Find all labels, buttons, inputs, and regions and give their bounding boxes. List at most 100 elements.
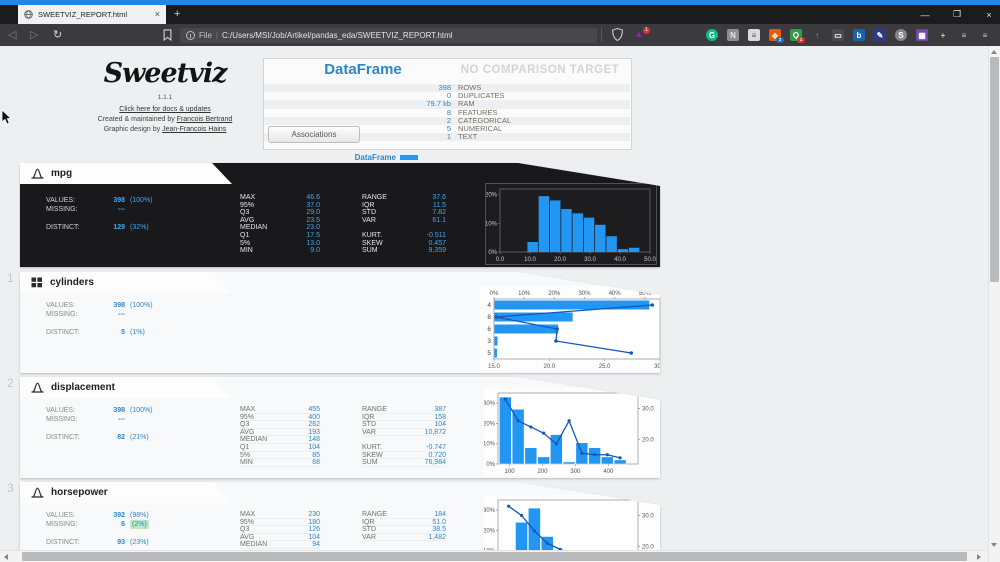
nav-back-button[interactable]: ◁ (8, 29, 17, 41)
scroll-left-arrow[interactable] (4, 553, 8, 560)
stat-value: 23.5 (306, 216, 320, 224)
detail-row (46, 319, 186, 328)
extension-document-icon[interactable]: ≡ (748, 29, 760, 41)
bookmark-icon[interactable] (163, 29, 172, 41)
horizontal-scrollbar-thumb[interactable] (22, 552, 967, 561)
browser-tab-active[interactable]: SWEETVIZ_REPORT.html × (18, 5, 166, 24)
scroll-up-arrow[interactable] (991, 50, 997, 54)
detail-label: DISTINCT: (46, 434, 80, 441)
stat-value: 7.82 (432, 209, 446, 217)
stat-row: 5% 13.0 (240, 240, 320, 248)
feature-title: mpg (51, 168, 73, 179)
stat-row: 95% 400 (240, 414, 320, 422)
svg-text:30%: 30% (579, 291, 592, 297)
stat-value: 61.1 (432, 216, 446, 224)
window-maximize-button[interactable]: ❐ (952, 9, 962, 19)
legend-bar-swatch (400, 154, 418, 160)
extension-grammarly-icon[interactable]: G (706, 29, 718, 41)
stat-value: 37.6 (432, 194, 446, 201)
stat-label: 5% (240, 451, 251, 459)
stat-row: STD 104 (362, 421, 446, 429)
stats-column-1: MAX 230 95% 180 Q3 126 AVG 104 MEDIAN 94 (240, 511, 320, 549)
stat-value: 193 (308, 428, 320, 436)
extension-purple-grid-icon[interactable]: ▦ (916, 29, 928, 41)
window-minimize-button[interactable]: — (920, 9, 930, 20)
feature-index-3: 3 (7, 481, 14, 495)
vpn-badge: 1 (643, 27, 650, 34)
address-bar[interactable]: File | C:/Users/MSI/Job/Artikel/pandas_e… (180, 28, 597, 43)
toolbar-list-icon[interactable]: ≡ (958, 29, 970, 41)
stat-row: SUM 76,984 (362, 459, 446, 467)
author-link[interactable]: Francois Bertrand (176, 116, 233, 123)
tracking-shield-icon[interactable] (612, 28, 623, 41)
stat-value: 0.720 (428, 451, 446, 459)
feature-card-mpg: mpg VALUES: 398 (100%) MISSING: --- DISTINCT:… (20, 163, 660, 267)
stat-value: 455 (308, 406, 320, 413)
extension-gray-icon[interactable]: N (727, 29, 739, 41)
stat-row: RANGE 387 (362, 406, 446, 414)
stat-row: RANGE 37.6 (362, 194, 446, 202)
stat-label: MAX (240, 194, 256, 201)
stat-label: MAX (240, 511, 256, 518)
stat-value: 400 (308, 413, 320, 421)
stat-label: Q3 (240, 209, 250, 217)
stat-label: MEDIAN (240, 436, 268, 444)
stat-row: 95% 180 (240, 519, 320, 527)
stat-row: MEDIAN 148 (240, 436, 320, 444)
vertical-scrollbar-thumb[interactable] (989, 57, 999, 282)
stat-row: SKEW 0.720 (362, 452, 446, 460)
detail-row: VALUES: 392 (98%) (46, 511, 186, 520)
detail-label: VALUES: (46, 407, 76, 414)
detail-percent: (21%) (130, 434, 149, 441)
svg-text:25.0: 25.0 (599, 364, 611, 370)
detail-label: MISSING: (46, 416, 78, 423)
page-info-icon[interactable] (186, 31, 195, 40)
extension-arrow-up-icon[interactable]: ↑ (811, 29, 823, 41)
svg-text:10.0: 10.0 (524, 257, 536, 263)
stat-label: Q3 (240, 421, 250, 429)
detail-row: VALUES: 398 (100%) (46, 301, 186, 310)
window-close-button[interactable]: × (986, 9, 992, 20)
menu-hamburger-icon[interactable]: ≡ (979, 29, 991, 41)
browser-tab-bar (0, 5, 1000, 24)
detail-value: 82 (117, 434, 125, 441)
sweetviz-logo: Sweetviz (103, 58, 228, 89)
summary-value: 1 (446, 132, 451, 142)
extensions-puzzle-icon[interactable]: + (937, 29, 949, 41)
associations-button[interactable]: Associations (268, 126, 360, 143)
feature-header-mpg[interactable]: mpg (20, 163, 232, 184)
feature-header-horsepower[interactable]: horsepower (20, 482, 232, 503)
designer-link[interactable]: Jean-Francois Hains (162, 126, 227, 133)
extension-screenshot-icon[interactable]: ▭ (832, 29, 844, 41)
svg-text:10%: 10% (518, 291, 531, 297)
nav-forward-button[interactable]: ▷ (30, 29, 39, 41)
feature-header-displacement[interactable]: displacement (20, 377, 232, 398)
svg-text:20.0: 20.0 (642, 437, 654, 443)
stat-row: MEDIAN 94 (240, 541, 320, 549)
tab-close-icon[interactable]: × (154, 9, 160, 19)
extension-diagram-icon[interactable]: ◆ 2 (769, 29, 784, 43)
stat-value: 104 (434, 421, 446, 429)
extension-badge: 1 (797, 37, 805, 43)
detail-value: 398 (113, 302, 125, 309)
svg-text:20.0: 20.0 (642, 544, 654, 550)
vpn-triangle-icon[interactable]: ▲ (634, 29, 644, 40)
scroll-right-arrow[interactable] (977, 553, 981, 560)
docs-link[interactable]: Click here for docs & updates (119, 106, 211, 113)
svg-text:40%: 40% (609, 291, 622, 297)
stat-label: IQR (362, 518, 375, 526)
extension-pen-icon[interactable]: ✎ (874, 29, 886, 41)
stat-value: 9,359 (428, 247, 446, 255)
extension-s-icon[interactable]: S (895, 29, 907, 41)
feature-header-cylinders[interactable]: cylinders (20, 272, 232, 293)
stat-row: MIN 9.0 (240, 247, 320, 255)
new-tab-button[interactable]: + (174, 8, 181, 20)
stat-row: 95% 37.0 (240, 202, 320, 210)
extension-translate-icon[interactable]: b (853, 29, 865, 41)
stat-value: 262 (308, 421, 320, 429)
nav-reload-button[interactable]: ↻ (53, 29, 63, 41)
scroll-down-arrow[interactable] (991, 543, 997, 547)
cylinders-bar-chart: 0% 10% 20% 30% 40% 50% 15.0 20.0 25.0 30.0 4 8 6 3 5 (480, 286, 660, 372)
